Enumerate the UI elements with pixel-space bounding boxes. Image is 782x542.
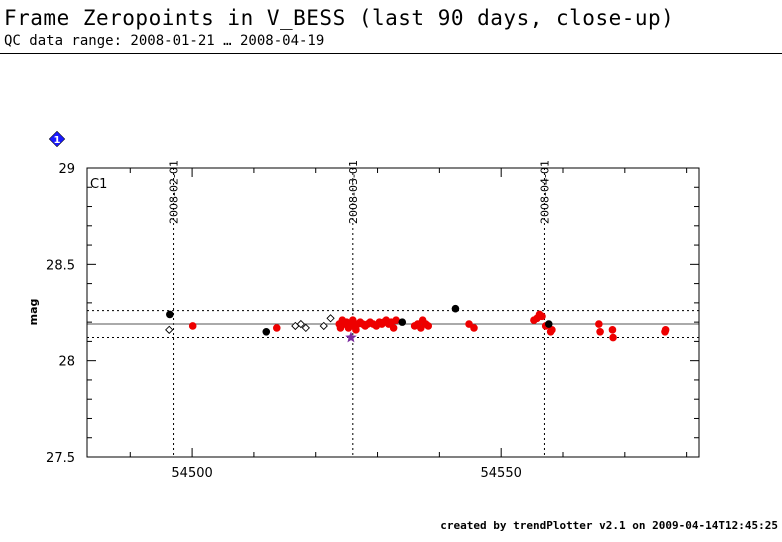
data-point-good	[661, 326, 670, 334]
data-point-good	[389, 324, 398, 332]
x-tick-label: 54500	[171, 466, 212, 481]
data-point-other	[398, 318, 407, 326]
data-point-other	[544, 320, 553, 328]
data-point-star	[345, 331, 357, 343]
date-marker-label: 2008-03-01	[347, 160, 360, 224]
date-marker-label: 2008-02-01	[168, 160, 181, 224]
data-point-good	[548, 326, 556, 334]
y-axis-label: mag	[27, 299, 40, 326]
data-point-good	[352, 326, 360, 334]
data-point-rejected	[296, 319, 306, 329]
badge-label: 1	[54, 135, 61, 146]
data-point-good	[470, 324, 478, 332]
data-point-rejected	[165, 325, 174, 334]
data-point-good	[608, 326, 617, 334]
data-point-good	[392, 316, 400, 325]
footer-credit: created by trendPlotter v2.1 on 2009-04-…	[440, 519, 778, 532]
date-marker-label: 2008-04-01	[538, 160, 551, 224]
x-tick-label: 54550	[481, 466, 522, 481]
data-point-other	[166, 310, 174, 319]
qc-date-range: QC data range: 2008-01-21 … 2008-04-19	[4, 33, 325, 49]
y-tick-label: 28.5	[46, 258, 75, 273]
y-tick-label: 27.5	[46, 451, 75, 466]
header-divider	[0, 53, 782, 54]
panel-badge[interactable]: 1	[48, 130, 66, 148]
y-tick-label: 29	[58, 162, 75, 177]
chart-title: Frame Zeropoints in V_BESS (last 90 days…	[4, 6, 675, 30]
data-point-other	[451, 304, 460, 313]
data-point-good	[538, 312, 546, 321]
data-point-rejected	[319, 321, 328, 331]
plot-frame	[86, 167, 700, 458]
data-point-good	[424, 322, 433, 330]
data-point-good	[595, 320, 603, 328]
data-point-good	[609, 333, 617, 342]
data-point-good	[188, 322, 197, 330]
data-point-good	[596, 327, 604, 336]
panel-label: C1	[90, 177, 107, 192]
diamond-icon	[48, 130, 66, 148]
data-point-other	[262, 327, 271, 336]
data-point-rejected	[301, 323, 310, 333]
data-point-good	[272, 324, 281, 332]
data-point-rejected	[326, 314, 335, 323]
y-tick-label: 28	[58, 355, 75, 370]
